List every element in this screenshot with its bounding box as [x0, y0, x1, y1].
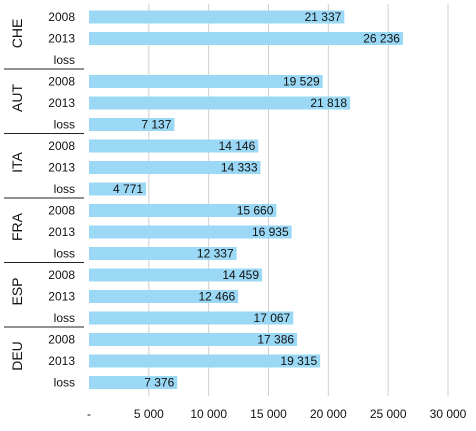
bar — [89, 118, 175, 131]
category-label: 2008 — [48, 333, 75, 347]
x-tick-label: - — [87, 407, 91, 421]
bar-value-labels: 21 337 26 236 19 529 21 818 7 137 14 146 14 33… — [113, 10, 400, 390]
group-label: ESP — [9, 277, 25, 305]
bar-value-label: 17 067 — [254, 311, 291, 325]
bar — [89, 290, 239, 303]
bar — [89, 96, 351, 110]
category-label: 2013 — [48, 96, 75, 110]
bar — [89, 311, 294, 325]
bar — [89, 354, 321, 368]
group-label: CHE — [9, 19, 25, 49]
group-label: ITA — [9, 151, 25, 172]
gridlines — [148, 4, 449, 396]
group-label: AUT — [9, 84, 25, 112]
bar — [89, 247, 237, 260]
bar — [89, 75, 323, 88]
x-tick-label: 10 000 — [190, 407, 227, 421]
bar — [89, 10, 345, 24]
bar-value-label: 7 376 — [144, 376, 174, 390]
bar-value-label: 12 466 — [198, 290, 235, 304]
bar-value-label: 7 137 — [141, 118, 171, 132]
category-label: 2008 — [48, 10, 75, 24]
category-label: loss — [54, 53, 75, 67]
category-label: loss — [54, 376, 75, 390]
bar-value-label: 14 459 — [222, 268, 259, 282]
bar — [89, 182, 147, 196]
bar-value-label: 19 315 — [280, 354, 317, 368]
bar-value-label: 21 337 — [305, 10, 342, 24]
bar — [89, 268, 263, 282]
bar — [89, 32, 403, 45]
bar — [89, 333, 298, 346]
x-tick-label: 30 000 — [430, 407, 467, 421]
category-label: 2013 — [48, 32, 75, 46]
bar — [89, 376, 178, 389]
x-tick-label: 20 000 — [310, 407, 347, 421]
category-labels: 2008 2013 loss 2008 2013 loss 2008 2013 loss 2008… — [48, 10, 75, 390]
x-tick-label: 15 000 — [250, 407, 287, 421]
bar-value-label: 19 529 — [283, 75, 320, 89]
bar — [89, 225, 292, 239]
category-label: loss — [54, 118, 75, 132]
x-axis-tick-labels: - 5 000 10 000 15 000 20 000 25 000 30 000 — [87, 407, 467, 421]
category-label: 2013 — [48, 161, 75, 175]
group-label: FRA — [9, 212, 25, 241]
category-label: 2013 — [48, 225, 75, 239]
bar-value-label: 14 333 — [221, 161, 258, 175]
group-labels: CHE AUT ITA FRA ESP DEU — [9, 19, 25, 371]
category-label: 2013 — [48, 354, 75, 368]
bar — [89, 204, 277, 217]
group-label: DEU — [9, 341, 25, 371]
category-label: loss — [54, 182, 75, 196]
x-tick-label: 25 000 — [370, 407, 407, 421]
category-label: loss — [54, 247, 75, 261]
bar-value-label: 12 337 — [197, 247, 234, 261]
group-separators — [4, 68, 84, 328]
bar-value-label: 14 146 — [219, 139, 256, 153]
bar — [89, 161, 261, 174]
bar-value-label: 26 236 — [363, 32, 400, 46]
bar-value-label: 15 660 — [237, 204, 274, 218]
category-label: 2008 — [48, 139, 75, 153]
category-label: 2008 — [48, 204, 75, 218]
category-label: loss — [54, 311, 75, 325]
category-label: 2008 — [48, 75, 75, 89]
bar-value-label: 17 386 — [257, 333, 294, 347]
bar-value-label: 21 818 — [310, 96, 347, 110]
x-tick-label: 5 000 — [134, 407, 164, 421]
category-label: 2008 — [48, 268, 75, 282]
bar-value-label: 16 935 — [252, 225, 289, 239]
bars — [89, 10, 403, 389]
bar — [89, 139, 259, 153]
bar-value-label: 4 771 — [113, 182, 143, 196]
category-label: 2013 — [48, 290, 75, 304]
